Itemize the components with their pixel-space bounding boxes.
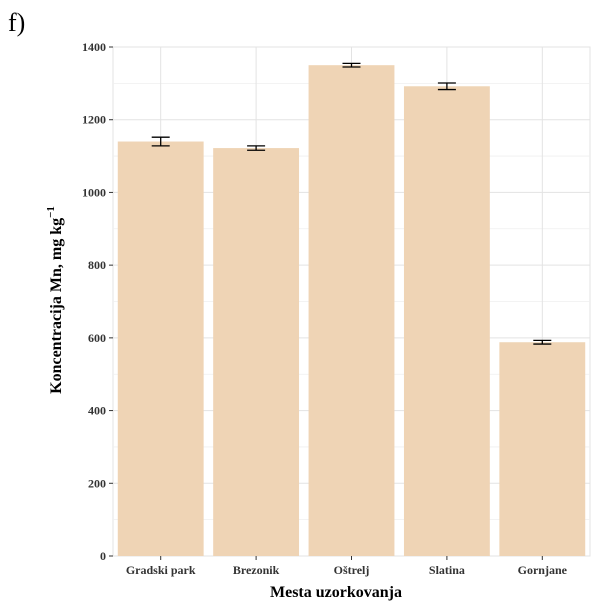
x-axis-title: Mesta uzorkovanja (270, 584, 402, 601)
x-tick-label: Oštrelj (334, 563, 370, 577)
y-tick-label: 1400 (82, 40, 106, 54)
panel-label: f) (8, 8, 26, 37)
y-tick-label: 1000 (82, 185, 106, 199)
x-tick-labels: Gradski park Brezonik Oštrelj Slatina Gornja… (126, 556, 568, 577)
y-tick-label: 400 (88, 404, 106, 418)
y-axis-title-main: Koncentracija Mn, mg kg (48, 218, 65, 394)
bar (499, 342, 586, 556)
bar (117, 141, 204, 556)
y-tick-label: 1200 (82, 113, 106, 127)
x-tick-label: Brezonik (233, 563, 280, 577)
y-axis-title-exponent: −1 (45, 206, 57, 218)
y-tick-label: 800 (88, 258, 106, 272)
bar (308, 65, 395, 556)
bar (213, 148, 300, 556)
bar (403, 86, 490, 556)
y-tick-labels: 0 200 400 600 800 1000 1200 1400 (82, 40, 113, 563)
y-tick-label: 600 (88, 331, 106, 345)
x-tick-label: Gradski park (126, 563, 196, 577)
y-axis-title: Koncentracija Mn, mg kg−1 (45, 206, 65, 394)
x-tick-label: Gornjane (518, 563, 568, 577)
bars (117, 65, 586, 556)
y-tick-label: 0 (100, 549, 106, 563)
y-tick-label: 200 (88, 476, 106, 490)
x-tick-label: Slatina (429, 563, 465, 577)
error-bars (151, 62, 552, 345)
